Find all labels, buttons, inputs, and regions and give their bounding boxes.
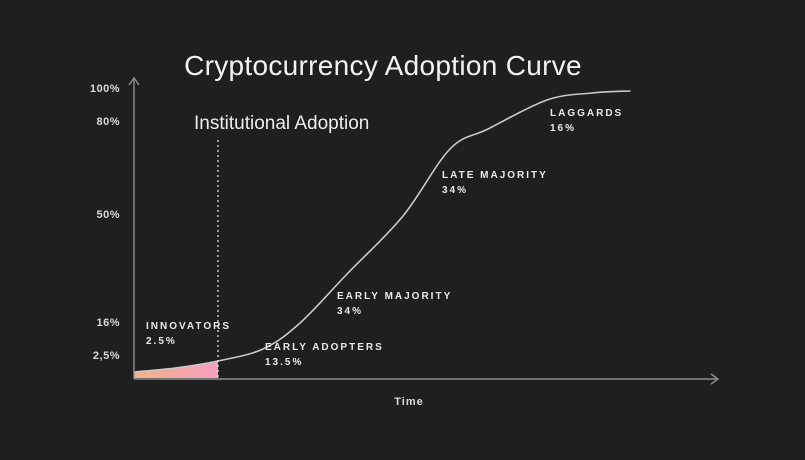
stage-name: LAGGARDS xyxy=(550,108,624,119)
stage-label-early-majority: EARLY MAJORITY 34% xyxy=(337,289,452,319)
y-tick-label: 16% xyxy=(96,317,120,329)
stage-percentage: 16% xyxy=(550,123,577,134)
y-tick-label: 2,5% xyxy=(92,350,120,362)
chart-title: Cryptocurrency Adoption Curve xyxy=(184,50,582,81)
stage-percentage: 34% xyxy=(337,306,364,317)
stage-percentage: 13.5% xyxy=(265,357,304,368)
stage-label-late-majority: LATE MAJORITY 34% xyxy=(442,168,548,198)
x-axis-label: Time xyxy=(394,396,424,408)
stage-name: EARLY ADOPTERS xyxy=(265,342,384,353)
stage-name: EARLY MAJORITY xyxy=(337,291,453,302)
y-axis-arrowhead-icon xyxy=(128,76,140,86)
stage-label-laggards: LAGGARDS 16% xyxy=(550,106,623,136)
stage-name: INNOVATORS xyxy=(146,321,232,332)
institutional-adoption-annotation: Institutional Adoption xyxy=(194,113,370,134)
x-axis-arrowhead-icon xyxy=(710,373,720,385)
y-tick-label: 100% xyxy=(89,83,120,95)
y-tick-label: 80% xyxy=(96,116,120,128)
stage-percentage: 2.5% xyxy=(146,336,177,347)
stage-label-early-adopters: EARLY ADOPTERS 13.5% xyxy=(265,340,384,370)
stage-percentage: 34% xyxy=(442,185,469,196)
stage-name: LATE MAJORITY xyxy=(442,170,548,181)
y-tick-label: 50% xyxy=(96,209,120,221)
stage-label-innovators: INNOVATORS 2.5% xyxy=(146,319,231,349)
